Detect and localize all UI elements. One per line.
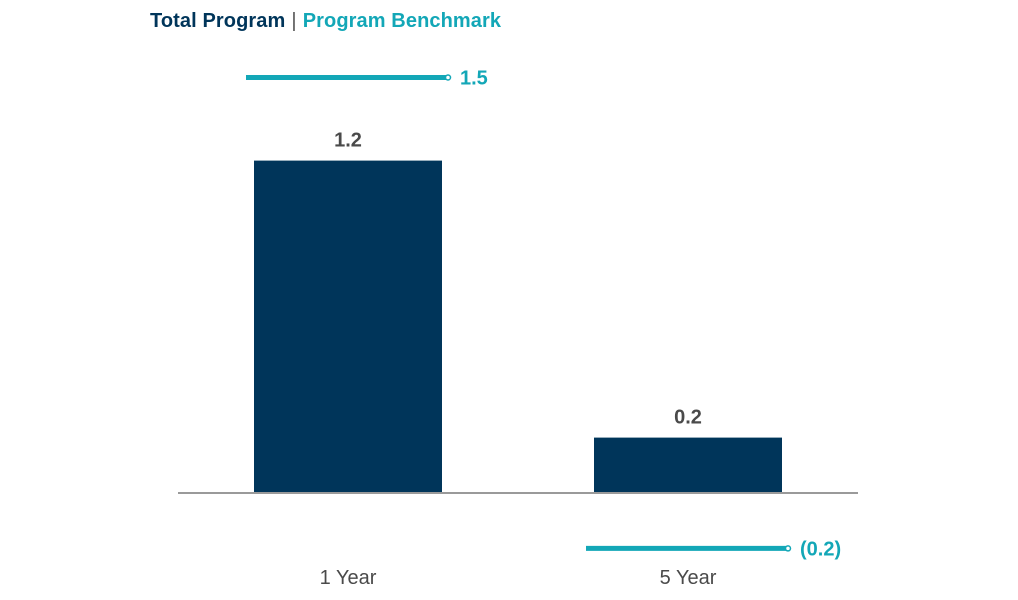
- bar-value-label: 1.2: [334, 130, 362, 152]
- chart-legend: Total Program | Program Benchmark: [150, 10, 501, 33]
- legend-program-benchmark: Program Benchmark: [302, 10, 502, 32]
- benchmark-value-label: 1.5: [460, 68, 488, 90]
- benchmark-value-label: (0.2): [800, 538, 841, 560]
- legend-total-program: Total Program: [150, 10, 286, 32]
- benchmark-end-marker: [444, 74, 452, 81]
- bar-value-label: 0.2: [674, 407, 702, 429]
- legend-separator: |: [291, 10, 297, 32]
- bar-2: [594, 437, 782, 493]
- benchmark-end-marker: [784, 545, 792, 552]
- x-tick-label: 1 Year: [320, 567, 377, 589]
- x-tick-label: 5 Year: [660, 567, 717, 589]
- bar-1: [254, 160, 442, 493]
